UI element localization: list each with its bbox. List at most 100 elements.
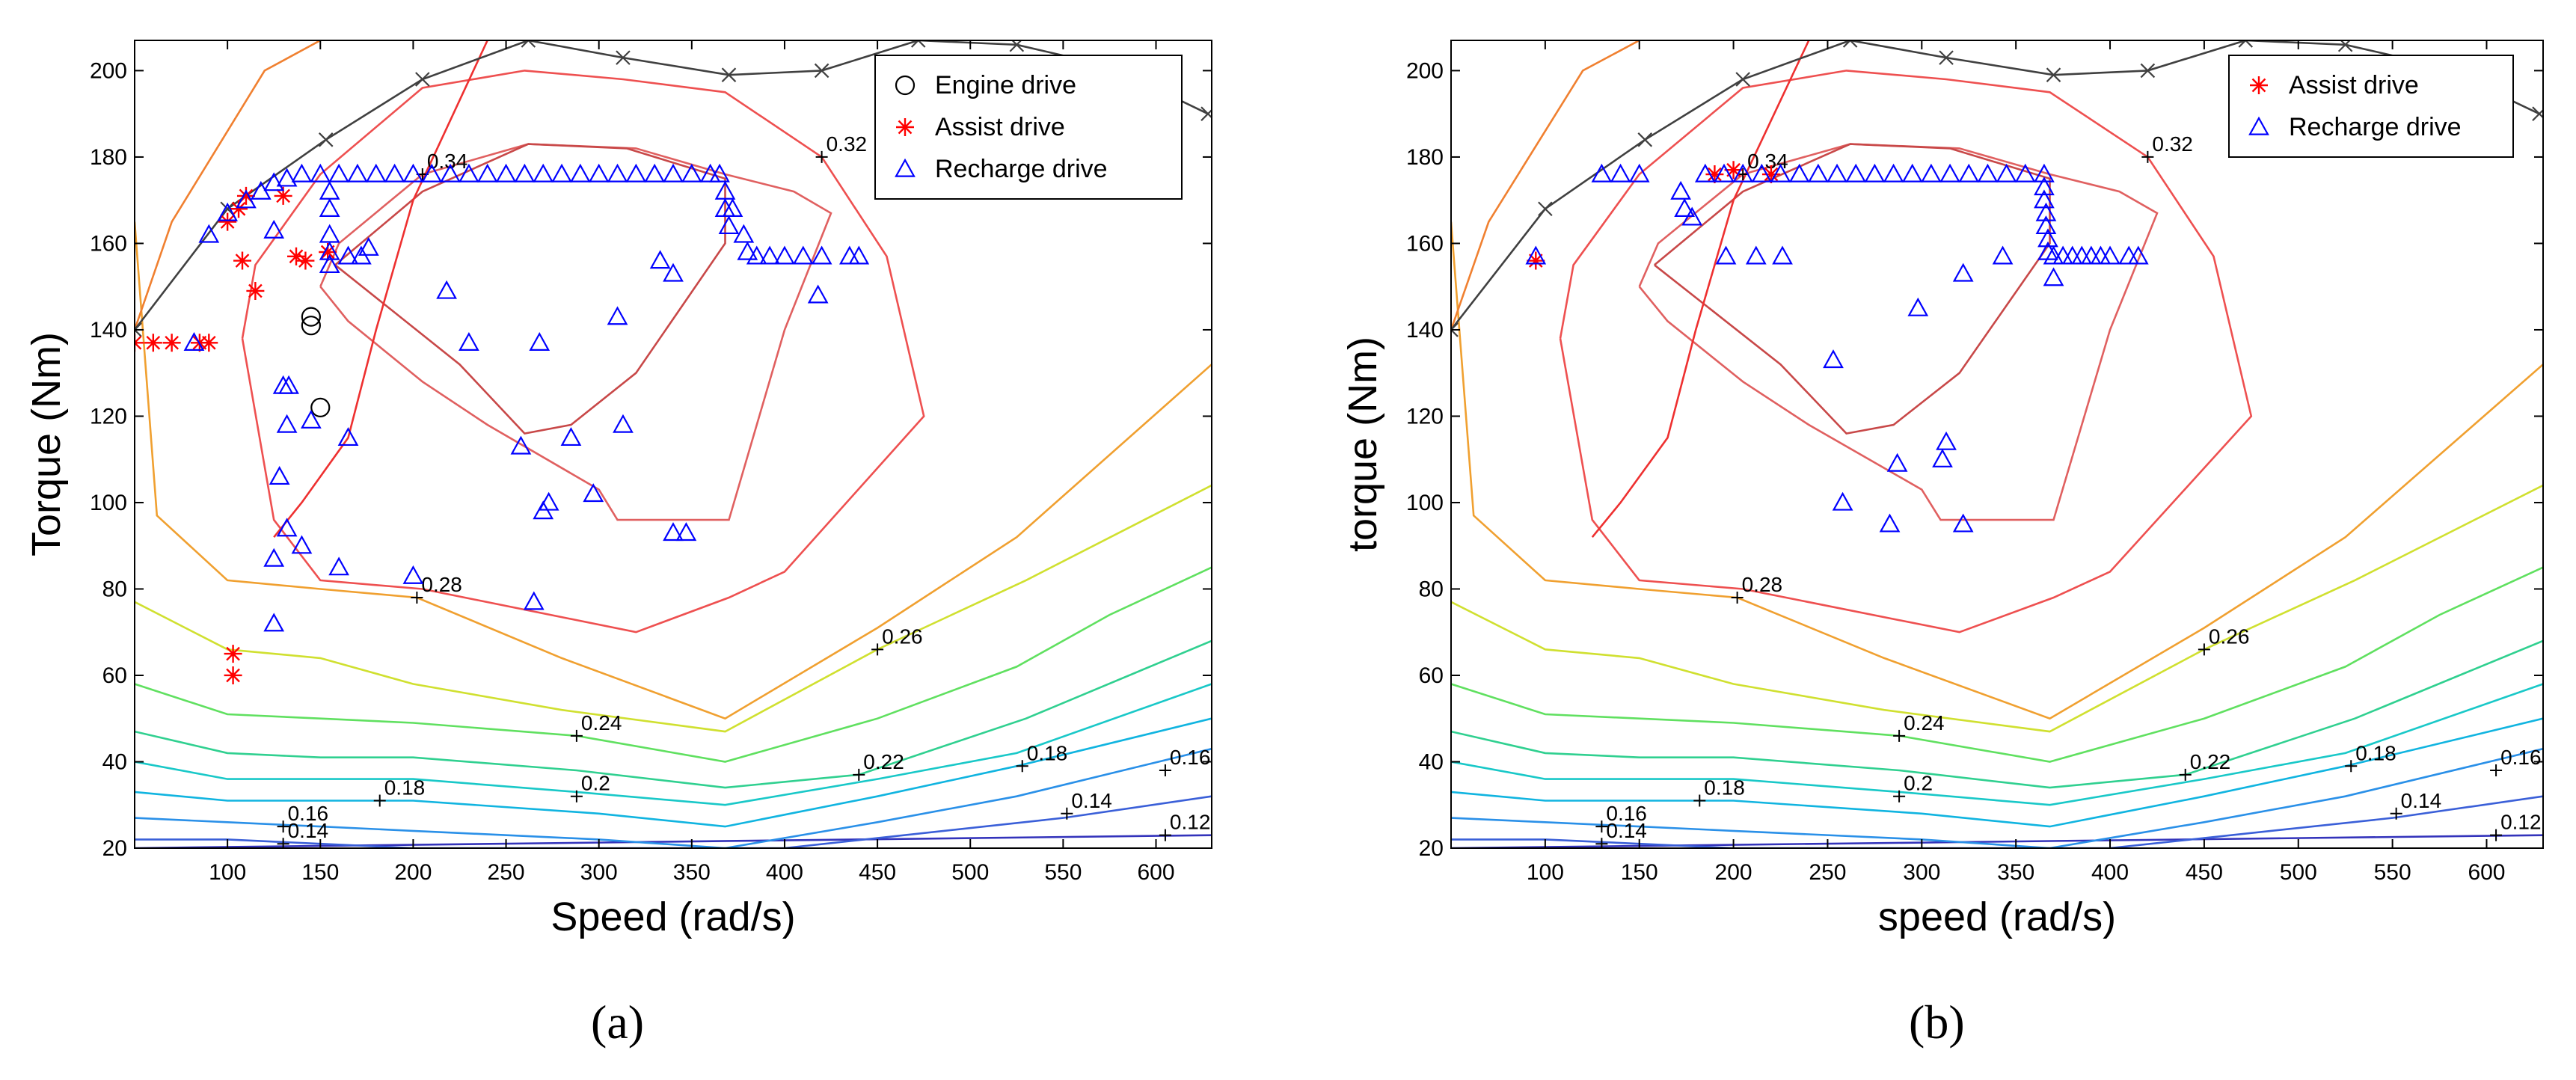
data-point (198, 224, 220, 243)
data-point (607, 163, 628, 182)
data-point (1901, 163, 1923, 182)
data-point (217, 202, 239, 221)
data-point (733, 224, 755, 243)
data-point (625, 163, 647, 182)
data-point (1939, 163, 1960, 182)
data-point (644, 163, 666, 182)
data-point (1842, 40, 1858, 48)
data-point (663, 163, 684, 182)
data-point (616, 50, 631, 65)
contour-label-mark (2490, 764, 2503, 777)
contour-label-mark (1159, 829, 1171, 841)
x-tick-label: 500 (951, 860, 989, 885)
legend-box (2228, 55, 2514, 158)
contour-line (1451, 221, 2543, 720)
data-point (318, 132, 334, 147)
contour-label: 0.18 (1027, 741, 1068, 764)
y-tick-label: 60 (102, 663, 127, 688)
data-point (183, 332, 205, 351)
legend-entry: Recharge drive (935, 155, 1108, 183)
contour-label: 0.14 (1071, 789, 1112, 812)
legend-marker (895, 158, 916, 177)
data-point (1864, 163, 1886, 182)
data-point (2140, 63, 2156, 79)
x-tick-label: 250 (1809, 860, 1846, 885)
data-point (1886, 452, 1908, 472)
data-point (523, 591, 545, 610)
y-axis-label: torque (Nm) (1340, 337, 1385, 552)
data-point (1770, 163, 1791, 182)
data-point (1200, 106, 1212, 121)
data-point (538, 491, 559, 511)
data-point (1952, 263, 1974, 282)
contour-label: 0.14 (2401, 789, 2442, 812)
data-point (2043, 267, 2064, 286)
contour-label-mark (277, 820, 289, 833)
data-point (1977, 163, 1999, 182)
contour-label-mark (570, 790, 583, 803)
data-point (1879, 513, 1901, 533)
data-point (440, 163, 461, 182)
data-point (296, 251, 315, 270)
x-tick-label: 300 (1903, 860, 1940, 885)
contour-line (1451, 639, 2543, 789)
max-torque-line (135, 40, 1209, 331)
y-tick-label: 20 (1419, 836, 1444, 861)
data-point (910, 40, 926, 48)
contour-label: 0.32 (2152, 132, 2193, 156)
y-tick-label: 120 (1406, 404, 1444, 429)
data-point (162, 334, 181, 352)
data-point (246, 281, 265, 300)
contour-label-mark (411, 592, 423, 604)
legend-marker (896, 118, 914, 136)
data-point (2034, 163, 2055, 182)
data-point (663, 263, 684, 282)
panel-b: 0.340.320.280.260.240.220.20.180.180.160… (1340, 40, 2544, 939)
data-point (1637, 132, 1653, 147)
max-torque-line (1451, 40, 2540, 331)
data-point (1845, 163, 1867, 182)
contour-label-mark (2490, 829, 2503, 841)
data-point (569, 163, 591, 182)
data-point (495, 163, 517, 182)
contour-label-mark (2198, 643, 2210, 656)
y-tick-label: 120 (90, 404, 127, 429)
data-point (709, 163, 730, 182)
axes-frame (134, 40, 1212, 849)
x-tick-label: 550 (1044, 860, 1082, 885)
x-tick-label: 100 (1527, 860, 1564, 885)
x-tick-label: 450 (859, 860, 896, 885)
data-point (1670, 180, 1691, 200)
data-point (1939, 50, 1954, 65)
contour-line (334, 143, 726, 435)
data-point (224, 666, 242, 684)
data-point (807, 284, 829, 304)
data-point (263, 547, 285, 567)
x-tick-label: 100 (209, 860, 246, 885)
data-point (402, 163, 424, 182)
data-point (1009, 40, 1025, 52)
contour-label: 0.2 (581, 772, 610, 795)
data-point (291, 163, 313, 182)
contour-label-mark (570, 729, 583, 742)
data-point (510, 435, 532, 455)
data-point (384, 163, 405, 182)
data-point (1714, 163, 1735, 182)
data-point (2532, 106, 2543, 121)
data-point (533, 163, 554, 182)
data-point (1832, 491, 1853, 511)
data-point (722, 197, 743, 217)
data-point (1952, 513, 1974, 533)
data-point (1751, 163, 1773, 182)
data-point (200, 334, 218, 352)
contour-label-mark (1016, 760, 1028, 773)
data-point (759, 245, 780, 265)
caption-a: (a) (591, 995, 645, 1049)
contour-label-mark (1731, 592, 1744, 604)
contour-line (1638, 143, 2159, 521)
contour-line (135, 484, 1212, 733)
data-point (1772, 245, 1793, 265)
data-point (415, 72, 430, 87)
data-point (1735, 72, 1750, 87)
y-tick-label: 160 (1406, 231, 1444, 256)
